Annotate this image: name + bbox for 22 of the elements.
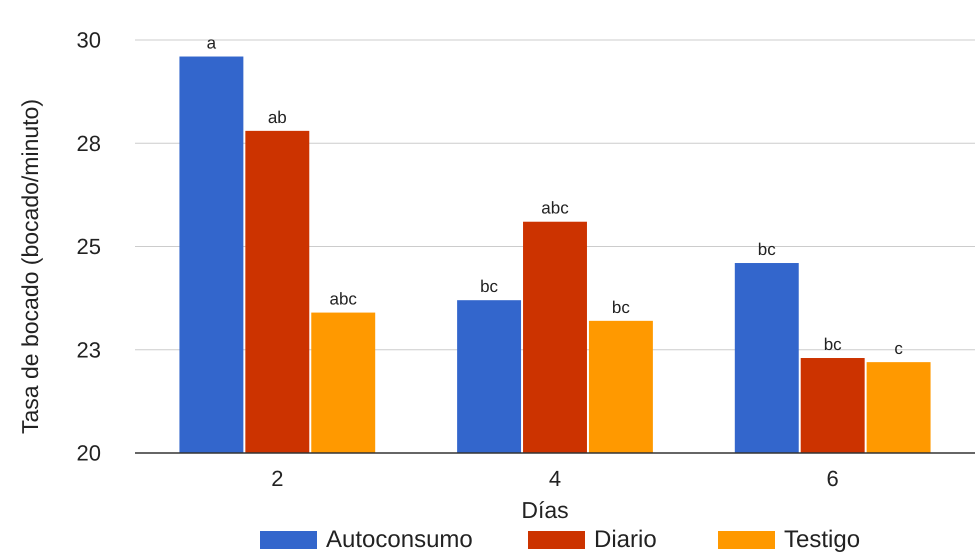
legend-label: Testigo [784,526,860,552]
y-axis-title: Tasa de bocado (bocado/minuto) [17,99,43,434]
x-axis-title: Días [521,497,569,523]
annotation: ab [268,108,287,127]
annotation: bc [824,335,842,354]
y-tick-label: 23 [76,337,101,362]
y-tick-label: 20 [76,440,101,466]
annotation: abc [541,198,570,218]
annotation: a [206,34,217,53]
x-tick-label: 2 [271,466,284,491]
x-tick-label: 4 [548,466,562,491]
x-tick-label: 6 [826,466,839,491]
annotation: bc [480,277,499,296]
y-tick-label: 25 [76,234,101,260]
y-tick-label: 28 [76,130,101,156]
annotation: c [894,339,904,358]
legend-label: Diario [594,526,657,552]
legend-label: Autoconsumo [326,526,473,552]
y-tick-label: 30 [76,28,101,53]
annotation: bc [612,298,630,317]
annotation: bc [758,240,776,260]
annotation: abc [330,290,358,309]
